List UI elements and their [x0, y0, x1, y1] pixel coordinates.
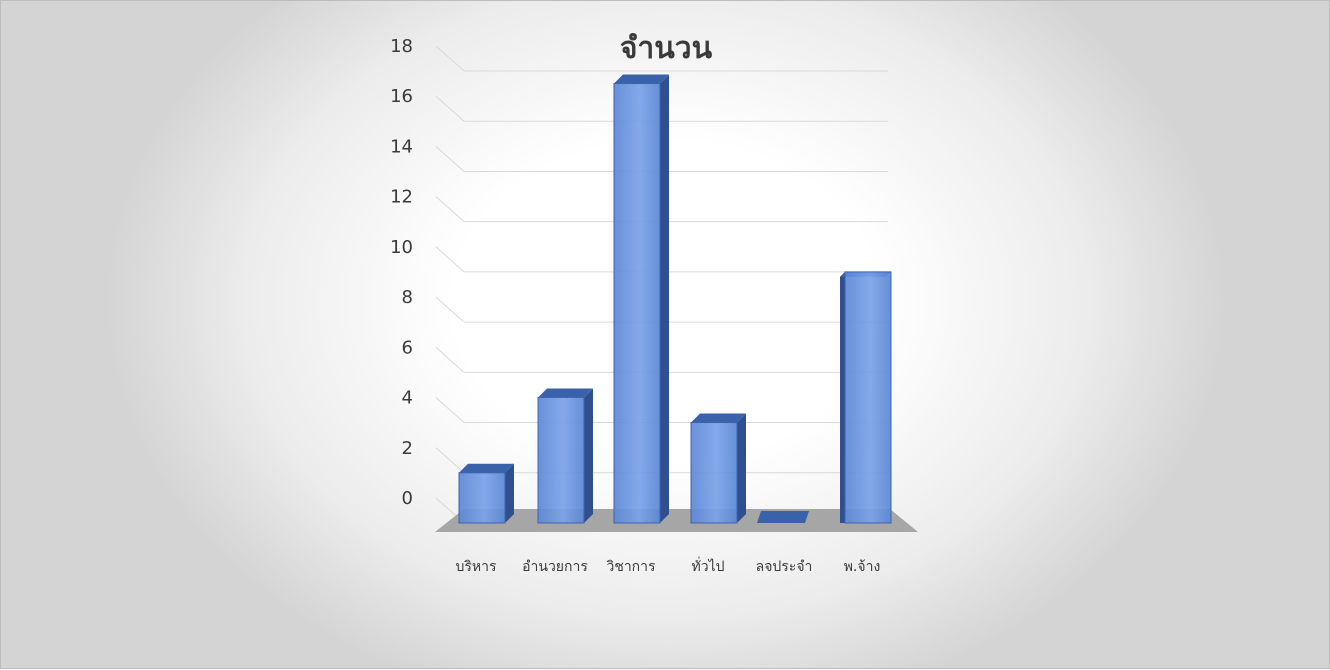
x-category-label: ลจประจำ — [756, 559, 813, 575]
x-category-label: บริหาร — [455, 559, 496, 575]
bar-side — [505, 463, 514, 523]
y-tick-label: 2 — [402, 438, 413, 459]
bar — [537, 388, 593, 524]
y-axis: 0 2 4 6 8 10 12 14 16 18 — [390, 36, 413, 509]
bar-top — [459, 463, 514, 473]
bar — [458, 463, 514, 524]
y-tick-label: 18 — [390, 36, 413, 57]
bars — [458, 74, 892, 524]
bar-front — [613, 83, 661, 524]
bar-side — [737, 413, 746, 523]
gridlines — [435, 45, 888, 524]
bar-side — [584, 388, 593, 523]
y-tick-label: 14 — [390, 136, 413, 157]
y-tick-label: 0 — [402, 488, 413, 509]
y-tick-label: 8 — [402, 287, 413, 308]
bar-front — [458, 472, 506, 524]
gridline-side — [435, 447, 465, 474]
bar-side — [660, 74, 669, 524]
bar — [690, 413, 746, 524]
bar — [757, 511, 809, 523]
gridline-side — [435, 346, 465, 373]
x-category-label: ทั่วไป — [691, 557, 724, 575]
gridline-side — [435, 45, 465, 72]
bar-top — [614, 74, 669, 84]
gridline-side — [435, 146, 465, 172]
bar-top — [538, 388, 593, 398]
bar-zero — [757, 511, 809, 523]
x-axis: บริหาร อำนวยการ วิชาการ ทั่วไป ลจประจำ พ.จ้าง — [455, 557, 880, 575]
bar-top — [691, 413, 746, 423]
gridline-side — [435, 95, 465, 122]
bar-front — [844, 271, 892, 524]
bar — [840, 271, 892, 524]
bar-front — [690, 422, 738, 524]
bar — [613, 74, 669, 524]
gridline-side — [435, 246, 465, 273]
bar-side — [840, 271, 845, 523]
gridline-side — [435, 196, 465, 223]
x-category-label: อำนวยการ — [522, 559, 588, 575]
gridline-side — [435, 397, 465, 423]
y-tick-label: 10 — [390, 237, 413, 258]
bar-front — [537, 396, 585, 524]
x-category-label: พ.จ้าง — [844, 559, 881, 575]
chart-title: จำนวน — [620, 31, 713, 66]
y-tick-label: 16 — [390, 86, 413, 107]
gridline-side — [435, 296, 465, 323]
y-tick-label: 12 — [390, 187, 413, 208]
x-category-label: วิชาการ — [606, 559, 656, 575]
y-tick-label: 4 — [402, 388, 413, 409]
y-tick-label: 6 — [402, 337, 413, 358]
